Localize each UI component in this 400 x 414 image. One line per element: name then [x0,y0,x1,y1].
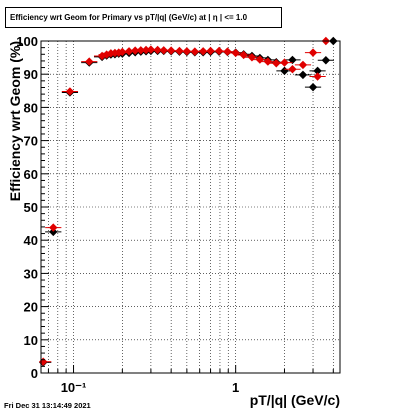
data-point [97,51,107,61]
data-point [313,72,322,81]
y-tick-label: 30 [24,266,38,281]
data-point [223,47,232,56]
data-point [65,87,75,96]
data-point [206,46,215,56]
data-point [280,66,289,76]
data-point [263,57,273,66]
data-point [308,48,318,57]
y-tick-label: 50 [24,200,38,215]
data-point [298,60,308,70]
footer-timestamp: Fri Dec 31 13:14:49 2021 [4,401,91,410]
chart-title: Efficiency wrt Geom for Primary vs pT/|q… [5,7,282,28]
data-point [49,227,58,237]
y-tick-label: 0 [31,366,38,381]
data-point [49,223,58,232]
plot-frame [40,40,341,374]
x-tick-label: 10⁻¹ [61,380,87,395]
data-point [313,66,322,76]
y-tick-label: 90 [24,67,38,82]
data-point [255,55,265,64]
data-point [231,48,240,58]
series-group [39,36,340,367]
y-axis-label: Efficiency wrt Geom (%) [7,41,23,201]
series-group [39,36,334,366]
axis-ticks [41,40,334,374]
grid-lines [41,41,340,373]
y-tick-label: 20 [24,300,38,315]
data-point [272,59,281,68]
data-point [118,47,127,57]
data-point [308,82,318,92]
y-tick-label: 70 [24,134,38,149]
data-point [214,46,224,56]
y-tick-label: 100 [16,34,38,49]
data-point [124,47,134,56]
data-series [39,36,340,367]
x-tick-label: 1 [232,380,239,395]
data-point [288,65,297,74]
y-tick-label: 10 [24,333,38,348]
data-point [298,70,308,80]
data-point [321,56,331,65]
y-tick-label: 60 [24,167,38,182]
data-point [114,48,123,57]
data-point [39,357,48,366]
data-point [280,58,289,67]
data-point [102,50,111,59]
x-axis-label: pT/|q| (GeV/c) [250,392,340,408]
data-point [166,46,176,55]
y-tick-label: 80 [24,100,38,115]
data-point [239,50,248,60]
y-tick-label: 40 [24,233,38,248]
data-point [288,55,297,65]
tick-labels: 0 10 20 30 40 50 60 70 80 90 100 10⁻¹ 1 [16,34,239,395]
data-point [190,47,200,56]
data-point [85,57,94,66]
